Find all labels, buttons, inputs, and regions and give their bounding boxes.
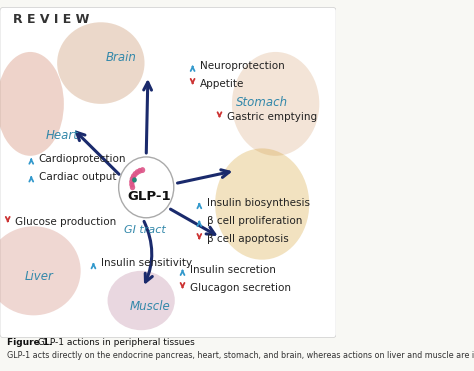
Text: Insulin biosynthesis: Insulin biosynthesis bbox=[207, 198, 310, 208]
Text: Stomach: Stomach bbox=[236, 95, 288, 109]
Circle shape bbox=[137, 168, 143, 174]
Text: Insulin sensitivity: Insulin sensitivity bbox=[101, 259, 192, 268]
Text: GI tract: GI tract bbox=[124, 225, 165, 235]
Circle shape bbox=[132, 177, 137, 183]
Circle shape bbox=[118, 157, 174, 218]
Ellipse shape bbox=[0, 52, 64, 156]
Text: GLP-1 actions in peripheral tissues: GLP-1 actions in peripheral tissues bbox=[35, 338, 195, 347]
Text: β cell apoptosis: β cell apoptosis bbox=[207, 234, 289, 244]
Ellipse shape bbox=[108, 271, 175, 330]
Text: Brain: Brain bbox=[106, 51, 137, 64]
Circle shape bbox=[140, 167, 145, 173]
Text: Muscle: Muscle bbox=[129, 299, 170, 313]
Text: Appetite: Appetite bbox=[200, 79, 245, 89]
Circle shape bbox=[130, 176, 135, 182]
Text: GLP-1 acts directly on the endocrine pancreas, heart, stomach, and brain, wherea: GLP-1 acts directly on the endocrine pan… bbox=[7, 351, 474, 359]
Text: Liver: Liver bbox=[24, 270, 53, 283]
Circle shape bbox=[129, 179, 135, 185]
Text: Heart: Heart bbox=[46, 129, 79, 142]
Circle shape bbox=[129, 181, 135, 187]
Text: Gastric emptying: Gastric emptying bbox=[227, 112, 317, 122]
Ellipse shape bbox=[215, 148, 309, 260]
Text: GLP-1: GLP-1 bbox=[128, 190, 172, 203]
Circle shape bbox=[130, 184, 135, 190]
Text: β cell proliferation: β cell proliferation bbox=[207, 216, 302, 226]
Text: Cardiac output: Cardiac output bbox=[39, 172, 116, 181]
Text: Glucagon secretion: Glucagon secretion bbox=[190, 283, 291, 293]
Text: R E V I E W: R E V I E W bbox=[13, 13, 90, 26]
Text: Figure 1.: Figure 1. bbox=[7, 338, 52, 347]
Circle shape bbox=[133, 171, 138, 177]
Text: Insulin secretion: Insulin secretion bbox=[190, 265, 276, 275]
Circle shape bbox=[135, 169, 140, 175]
Text: Glucose production: Glucose production bbox=[15, 217, 117, 227]
Ellipse shape bbox=[232, 52, 319, 156]
FancyBboxPatch shape bbox=[0, 7, 336, 338]
Ellipse shape bbox=[0, 226, 81, 315]
Text: Cardioprotection: Cardioprotection bbox=[39, 154, 126, 164]
Ellipse shape bbox=[57, 22, 145, 104]
Circle shape bbox=[131, 173, 136, 179]
Text: Neuroprotection: Neuroprotection bbox=[200, 61, 285, 71]
